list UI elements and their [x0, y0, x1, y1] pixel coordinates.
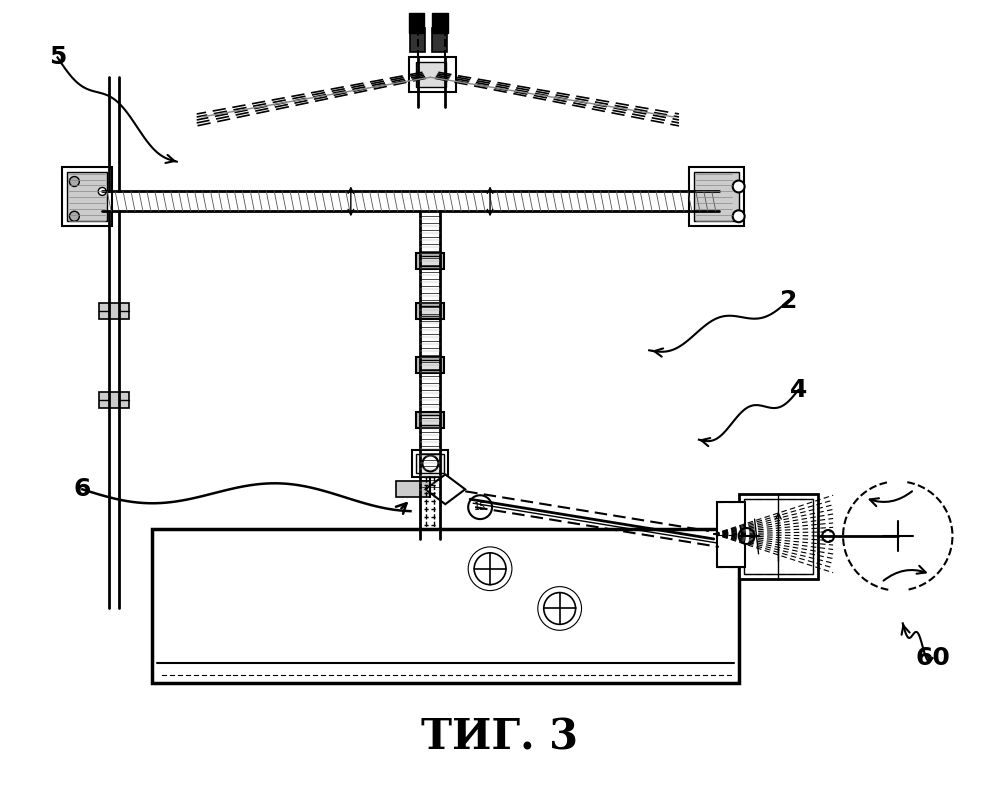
Circle shape: [423, 455, 439, 472]
Bar: [99, 392, 129, 408]
Bar: [417, 454, 445, 473]
Circle shape: [475, 553, 505, 585]
Bar: [421, 305, 441, 316]
Bar: [67, 172, 107, 221]
Polygon shape: [426, 474, 466, 504]
Bar: [417, 303, 445, 319]
Text: 2: 2: [779, 289, 797, 312]
Text: 15: 15: [474, 502, 487, 512]
Circle shape: [469, 495, 493, 519]
Text: 5: 5: [49, 46, 66, 69]
Bar: [413, 450, 449, 477]
Bar: [433, 13, 449, 32]
Circle shape: [441, 484, 451, 495]
Text: ΤИГ. 3: ΤИГ. 3: [421, 717, 577, 758]
Circle shape: [732, 210, 744, 222]
Text: 60: 60: [915, 646, 950, 670]
Bar: [421, 360, 441, 371]
Bar: [63, 166, 112, 226]
Text: 6: 6: [74, 477, 91, 502]
Bar: [409, 13, 425, 32]
Bar: [717, 502, 744, 567]
Bar: [417, 357, 445, 373]
Bar: [421, 256, 441, 266]
Bar: [409, 57, 457, 92]
Bar: [411, 27, 426, 53]
Bar: [396, 481, 431, 497]
Bar: [433, 27, 448, 53]
Bar: [417, 62, 447, 87]
Circle shape: [98, 188, 106, 195]
Bar: [417, 253, 445, 269]
Bar: [689, 166, 743, 226]
Bar: [743, 499, 813, 574]
Circle shape: [543, 593, 575, 624]
Circle shape: [732, 181, 744, 192]
Bar: [738, 495, 818, 579]
Circle shape: [436, 480, 456, 499]
Bar: [694, 172, 738, 221]
Bar: [99, 303, 129, 319]
Circle shape: [69, 177, 79, 187]
Bar: [152, 529, 738, 683]
Bar: [421, 414, 441, 425]
Bar: [417, 412, 445, 428]
Circle shape: [69, 211, 79, 221]
Circle shape: [738, 528, 754, 544]
Text: 4: 4: [789, 378, 807, 402]
Circle shape: [822, 530, 834, 542]
